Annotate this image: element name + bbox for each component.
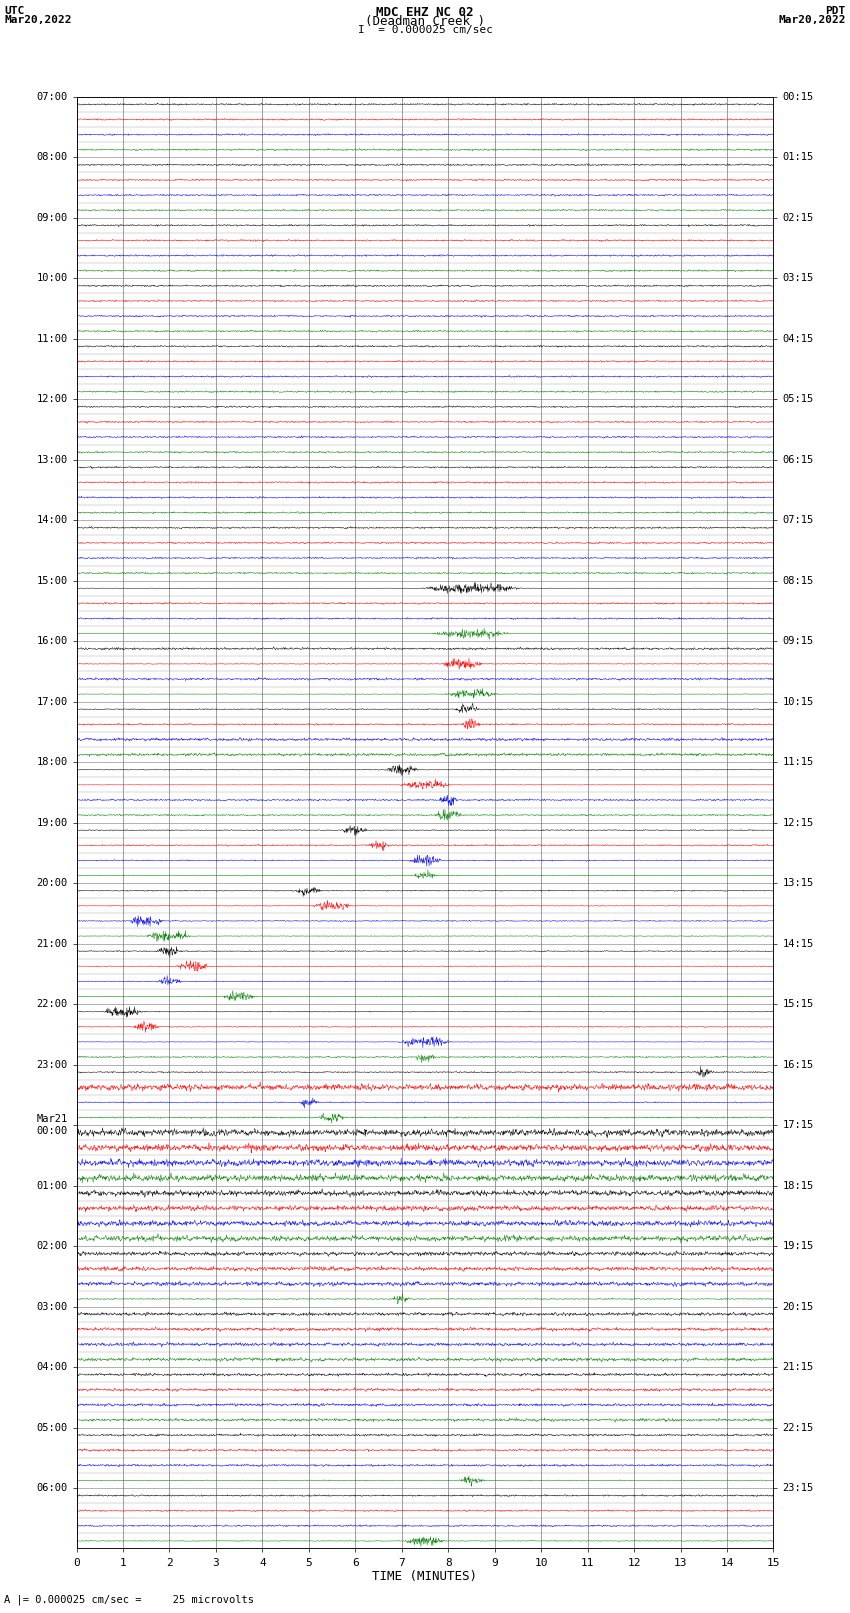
Text: Mar20,2022: Mar20,2022 bbox=[779, 16, 846, 26]
Text: I  = 0.000025 cm/sec: I = 0.000025 cm/sec bbox=[358, 24, 492, 35]
Text: PDT: PDT bbox=[825, 5, 846, 16]
Text: UTC: UTC bbox=[4, 5, 25, 16]
Text: (Deadman Creek ): (Deadman Creek ) bbox=[365, 16, 485, 29]
Text: MDC EHZ NC 02: MDC EHZ NC 02 bbox=[377, 5, 473, 19]
Text: A |= 0.000025 cm/sec =     25 microvolts: A |= 0.000025 cm/sec = 25 microvolts bbox=[4, 1594, 254, 1605]
Text: Mar20,2022: Mar20,2022 bbox=[4, 16, 71, 26]
X-axis label: TIME (MINUTES): TIME (MINUTES) bbox=[372, 1571, 478, 1584]
